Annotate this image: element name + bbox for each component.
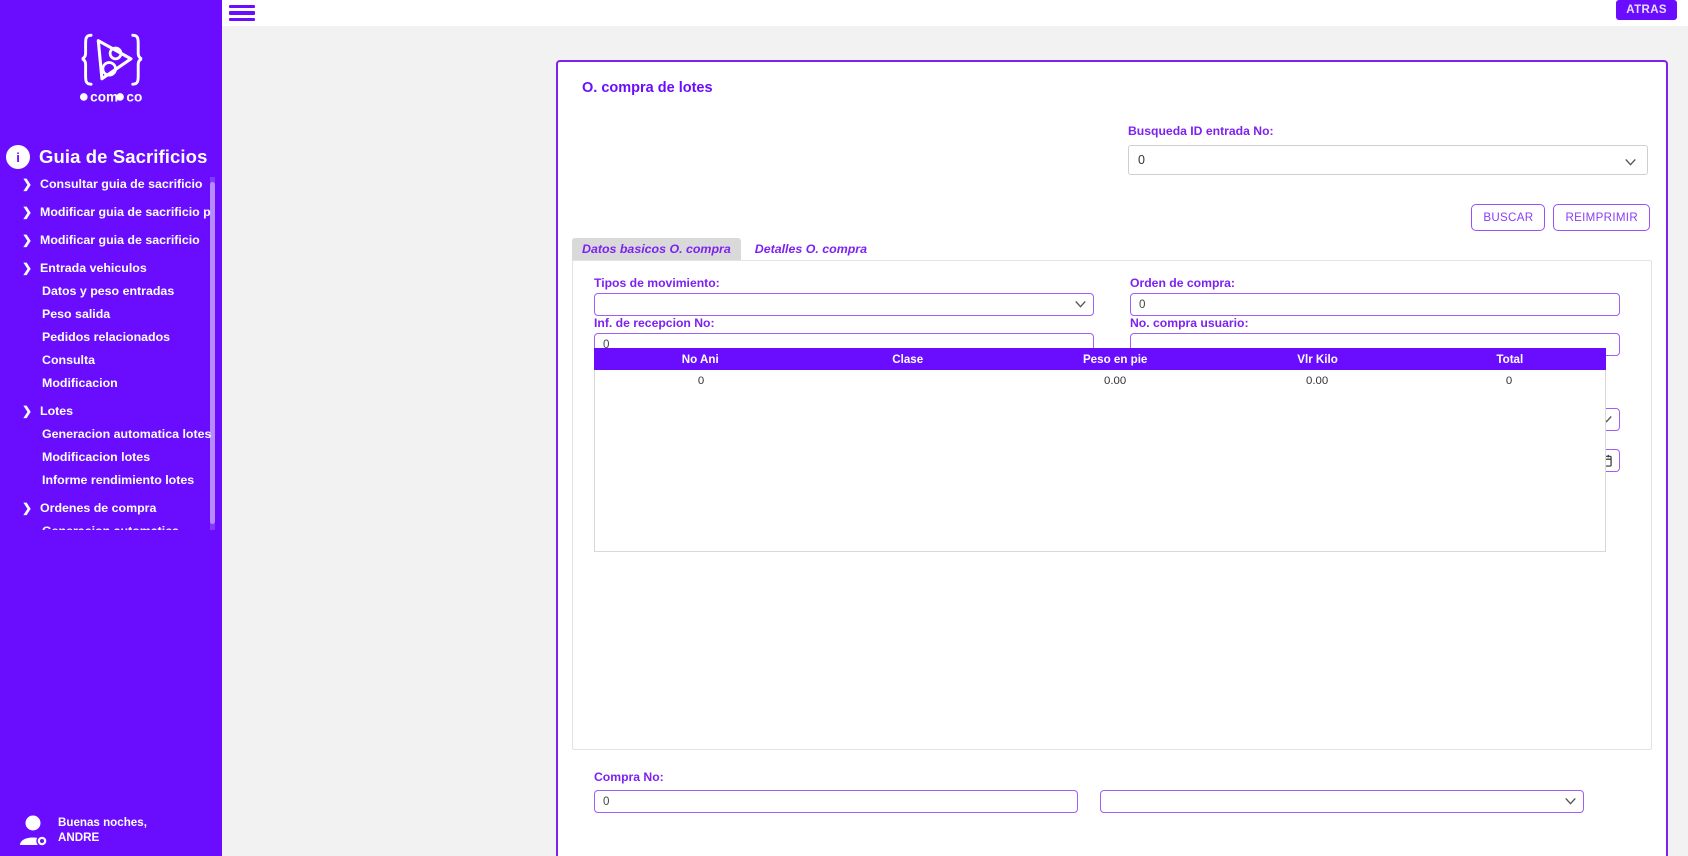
sidebar-item-label: Informe rendimiento lotes (42, 472, 195, 487)
sidebar-item-label: Consulta (42, 352, 96, 367)
sidebar-item-pedidos-relacionados[interactable]: Pedidos relacionados (0, 325, 215, 348)
sidebar-item-label: Peso salida (42, 306, 111, 321)
sidebar-item-ordenes-de-compra[interactable]: ❯ Ordenes de compra (0, 496, 215, 519)
sidebar-item-lotes[interactable]: ❯ Lotes (0, 399, 215, 422)
column-header-clase: Clase (892, 352, 924, 366)
chevron-right-icon: ❯ (22, 176, 33, 191)
bottom-section: Compra No: (572, 768, 1652, 813)
sidebar-item-label: Generacion automatica (42, 524, 179, 531)
hamburger-menu-icon[interactable] (229, 3, 255, 23)
tipos-movimiento-select[interactable] (594, 293, 1094, 316)
compra-no-input[interactable] (594, 790, 1078, 813)
sidebar: com co i Guia de Sacrificios ❯ Consultar … (0, 0, 222, 856)
sidebar-item-label: Modificar guia de sacrificio (40, 232, 200, 247)
tab-datos-basicos[interactable]: Datos basicos O. compra (572, 238, 741, 261)
sidebar-item-peso-salida[interactable]: Peso salida (0, 302, 215, 325)
chevron-right-icon: ❯ (22, 204, 33, 219)
chevron-right-icon: ❯ (22, 403, 33, 418)
sidebar-item-entrada-vehiculos[interactable]: ❯ Entrada vehiculos (0, 256, 215, 279)
column-header-total: Total (1496, 352, 1524, 366)
brand-logo: com co (0, 28, 222, 106)
cell-total: 0 (1505, 375, 1513, 387)
sidebar-item-modificacion[interactable]: Modificacion (0, 371, 215, 394)
sidebar-item-label: Modificacion lotes (42, 449, 151, 464)
sidebar-item-generacion-automatica-lotes[interactable]: Generacion automatica lotes (0, 422, 215, 445)
sidebar-item-label: Lotes (40, 403, 74, 418)
column-header-peso-en-pie: Peso en pie (1082, 352, 1148, 366)
sidebar-item-label: Datos y peso entradas (42, 283, 175, 298)
chevron-right-icon: ❯ (22, 260, 33, 275)
inf-recepcion-label: Inf. de recepcion No: (594, 316, 715, 330)
sidebar-nav[interactable]: ❯ Consultar guia de sacrificio ❯ Modificar … (0, 172, 215, 530)
sidebar-item-consultar-guia-de-sacrificio[interactable]: ❯ Consultar guia de sacrificio (0, 172, 215, 195)
comco-logo-icon: com co (79, 33, 142, 104)
sidebar-item-label: Modificacion (42, 375, 118, 390)
sidebar-item-datos-y-peso-entradas[interactable]: Datos y peso entradas (0, 279, 215, 302)
tipos-movimiento-label: Tipos de movimiento: (594, 276, 720, 290)
sidebar-scrollbar-track[interactable] (210, 177, 215, 530)
page-background: O. compra de lotes Busqueda ID entrada N… (222, 26, 1688, 856)
sidebar-item-modificar-guia-de-sacrificio[interactable]: ❯ Modificar guia de sacrificio (0, 228, 215, 251)
tab-bar: Datos basicos O. compra Detalles O. comp… (572, 238, 877, 261)
sidebar-item-label: Entrada vehiculos (40, 260, 147, 275)
sidebar-item-label: Consultar guia de sacrificio (40, 176, 203, 191)
sidebar-item-label: Ordenes de compra (40, 500, 157, 515)
order-purchase-card: O. compra de lotes Busqueda ID entrada N… (556, 60, 1668, 856)
topbar: ATRAS (222, 0, 1688, 26)
sidebar-scrollbar-thumb[interactable] (210, 182, 215, 524)
sidebar-item-label: Modificar guia de sacrificio p (40, 204, 211, 219)
items-table: No Ani Clase Peso en pie Vlr Kilo Total … (594, 348, 1606, 552)
orden-compra-label: Orden de compra: (1130, 276, 1235, 290)
svg-text:co: co (126, 89, 142, 104)
compra-no-label: Compra No: (594, 770, 664, 784)
field-tipos-movimiento: Tipos de movimiento: (594, 276, 1094, 316)
user-name: ANDRE (58, 831, 100, 844)
user-avatar-icon (20, 815, 48, 846)
table-header-row: No Ani Clase Peso en pie Vlr Kilo Total (594, 348, 1606, 370)
cell-no-ani: 0 (697, 375, 705, 387)
tab-detalles[interactable]: Detalles O. compra (754, 242, 867, 256)
field-orden-compra: Orden de compra: (1130, 276, 1620, 316)
search-block: Busqueda ID entrada No: 0 (1128, 122, 1648, 175)
search-id-select[interactable]: 0 (1128, 145, 1648, 175)
buscar-button[interactable]: BUSCAR (1471, 204, 1546, 231)
sidebar-item-consulta[interactable]: Consulta (0, 348, 215, 371)
sidebar-item-label: Pedidos relacionados (42, 329, 171, 344)
cell-peso-en-pie: 0.00 (1104, 375, 1127, 387)
table-body: 0 0.00 0.00 0 (594, 370, 1606, 552)
cell-vlr-kilo: 0.00 (1306, 375, 1329, 387)
brand-title-text: Guia de Sacrificios (39, 146, 208, 167)
svg-text:com: com (90, 89, 118, 104)
table-row[interactable]: 0 0.00 0.00 0 (595, 370, 1605, 392)
action-buttons: BUSCAR REIMPRIMIR (1471, 204, 1650, 231)
column-header-vlr-kilo: Vlr Kilo (1297, 352, 1338, 366)
back-button[interactable]: ATRAS (1616, 0, 1677, 20)
chevron-right-icon: ❯ (22, 500, 33, 515)
compra-select[interactable] (1100, 790, 1584, 813)
sidebar-item-label: Generacion automatica lotes (42, 426, 212, 441)
sidebar-item-informe-rendimiento-lotes[interactable]: Informe rendimiento lotes (0, 468, 215, 491)
chevron-right-icon: ❯ (22, 232, 33, 247)
sidebar-brand-title: i Guia de Sacrificios (0, 145, 222, 169)
sidebar-user[interactable]: Buenas noches, ANDRE (0, 814, 222, 846)
column-header-no-ani: No Ani (681, 352, 719, 366)
no-compra-usuario-label: No. compra usuario: (1130, 316, 1249, 330)
info-circle-icon: i (6, 145, 30, 169)
search-label: Busqueda ID entrada No: (1128, 124, 1274, 138)
sidebar-item-modificacion-lotes[interactable]: Modificacion lotes (0, 445, 215, 468)
sidebar-item-generacion-automatica[interactable]: Generacion automatica (0, 519, 215, 531)
orden-compra-input[interactable] (1130, 293, 1620, 316)
user-greeting: Buenas noches, (58, 816, 147, 829)
page-title: O. compra de lotes (582, 80, 713, 96)
reimprimir-button[interactable]: REIMPRIMIR (1553, 204, 1650, 231)
sidebar-item-modificar-guia-de-sacrificio-p[interactable]: ❯ Modificar guia de sacrificio p (0, 200, 215, 223)
